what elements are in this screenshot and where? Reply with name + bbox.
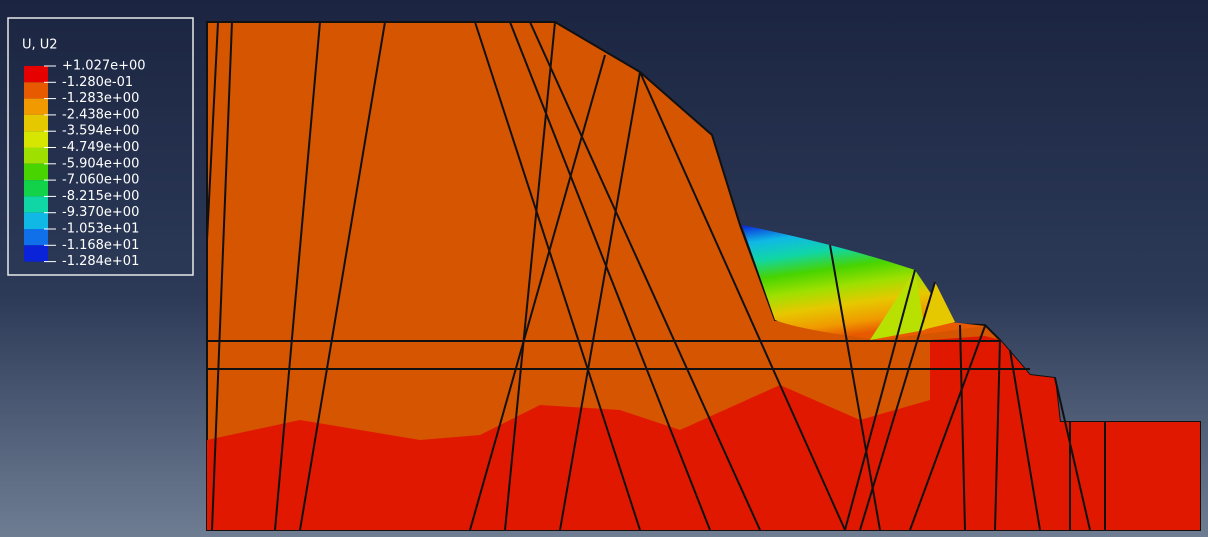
legend-swatch xyxy=(24,180,48,197)
contour-zone xyxy=(742,225,985,340)
legend-swatch xyxy=(24,66,48,83)
legend-title: U, U2 xyxy=(22,38,58,53)
legend-swatch xyxy=(24,163,48,181)
model xyxy=(206,21,1201,531)
legend-swatch xyxy=(24,212,48,229)
mesh-lines xyxy=(206,21,1106,531)
spike xyxy=(922,282,955,330)
legend-label: -7.060e+00 xyxy=(62,173,139,188)
legend-swatch xyxy=(24,131,48,148)
legend-label: -4.749e+00 xyxy=(62,140,139,155)
legend-swatch xyxy=(24,98,48,115)
legend-label: -1.168e+01 xyxy=(62,238,139,253)
legend-label: -9.370e+00 xyxy=(62,205,139,220)
lower-zone xyxy=(207,336,1200,530)
legend-label: -1.284e+01 xyxy=(62,254,139,269)
legend-swatch xyxy=(24,147,48,164)
legend-swatch xyxy=(24,196,48,213)
legend-frame xyxy=(7,17,194,276)
legend: U, U2 +1.027e+00-1.280e-01-1.283e+00-2.4… xyxy=(7,17,194,276)
legend-label: -3.594e+00 xyxy=(62,124,139,139)
legend-swatch xyxy=(24,82,48,99)
legend-label: -2.438e+00 xyxy=(62,107,139,122)
legend-label: -1.283e+00 xyxy=(62,91,139,106)
legend-label: -5.904e+00 xyxy=(62,156,139,171)
legend-swatch xyxy=(24,229,48,246)
legend-swatch xyxy=(24,245,48,262)
legend-swatch xyxy=(24,114,48,132)
legend-label: +1.027e+00 xyxy=(62,59,146,74)
legend-label: -1.053e+01 xyxy=(62,222,139,237)
legend-label: -1.280e-01 xyxy=(62,75,133,90)
legend-label: -8.215e+00 xyxy=(62,189,139,204)
